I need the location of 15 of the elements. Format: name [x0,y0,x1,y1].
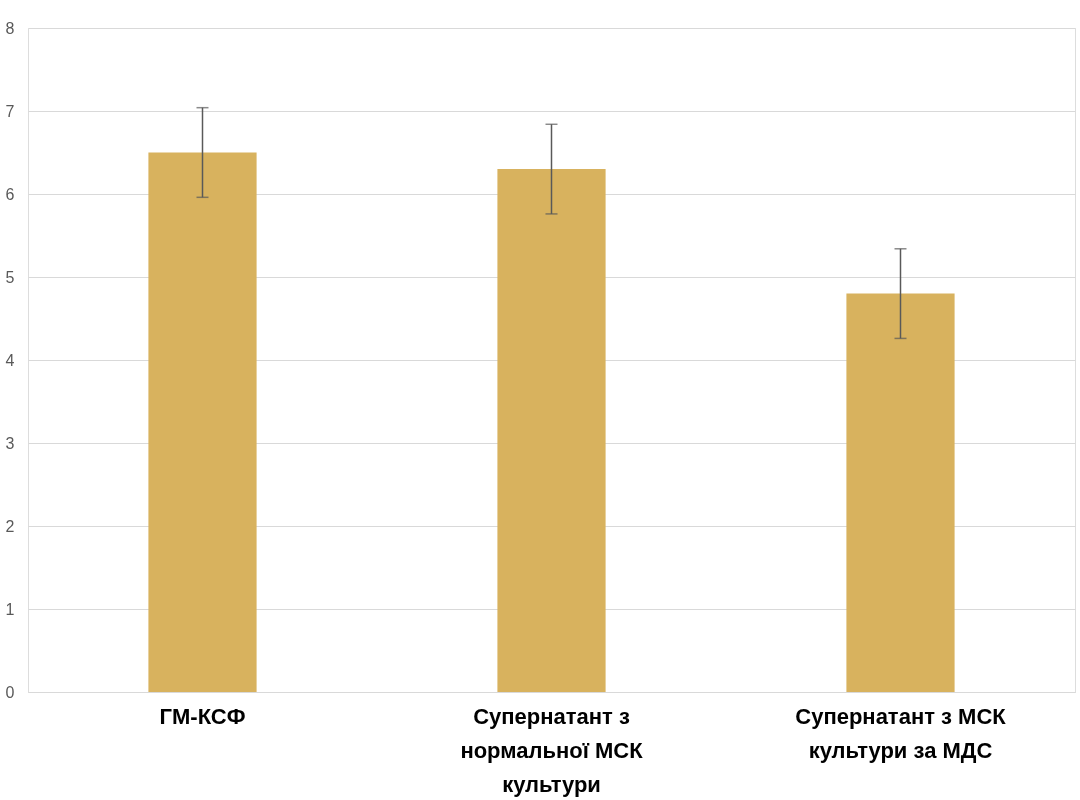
bar [846,293,955,692]
x-tick-label: ГМ-КСФ [159,703,246,729]
y-tick-label: 2 [5,517,15,535]
x-tick-label: Супернатант з МСК культури за МДС [795,703,1007,763]
bar [497,169,606,692]
y-tick-label: 7 [5,102,15,120]
y-tick-label: 6 [5,185,15,203]
x-tick-label: Супернатант з нормальної МСК культури [460,703,644,797]
bar [148,152,257,692]
y-tick-label: 0 [5,683,15,701]
y-tick-label: 1 [5,600,15,618]
y-tick-label: 8 [5,19,15,37]
y-tick-label: 4 [5,351,15,369]
y-tick-label: 3 [5,434,15,452]
y-tick-label: 5 [5,268,15,286]
